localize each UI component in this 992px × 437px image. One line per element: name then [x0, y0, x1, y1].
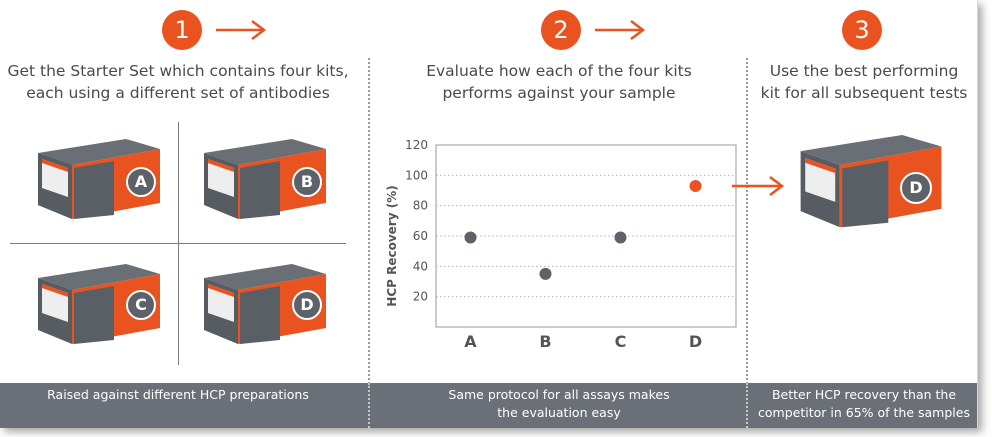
step-3-header: 3 [842, 10, 892, 50]
kit-label-d: D [292, 290, 322, 320]
infographic-frame: 1 Get the Starter Set which contains fou… [0, 0, 978, 428]
footer-separator [368, 383, 370, 428]
arrow-right-icon [216, 20, 267, 40]
recovery-chart: 20 40 60 80 100 120 HCP Recovery (%) A B C D [380, 135, 740, 360]
y-tick-label: 80 [413, 199, 428, 213]
data-point-c [614, 231, 627, 244]
x-tick-label-c: C [615, 332, 627, 351]
y-tick-label: 120 [405, 138, 428, 152]
step-3-badge: 3 [842, 10, 882, 50]
best-kit-label: D [900, 172, 932, 204]
plot-frame [435, 144, 737, 328]
step-1-footer: Raised against different HCP preparation… [47, 387, 309, 402]
kit-box-c: C [34, 260, 164, 346]
step-2-header: 2 [541, 10, 651, 50]
x-tick-label-d: D [689, 332, 702, 351]
x-tick-label-b: B [539, 332, 551, 351]
step-1-heading: Get the Starter Set which contains four … [7, 62, 349, 102]
step-2-badge: 2 [541, 10, 581, 50]
kit-box-a: A [34, 135, 164, 221]
step-1-header: 1 [162, 10, 272, 50]
x-tick-label-a: A [464, 332, 477, 351]
step-1-badge: 1 [162, 10, 202, 50]
data-point-d [689, 179, 702, 192]
kit-box-d: D [200, 260, 330, 346]
y-tick-label: 20 [413, 290, 428, 304]
step-2-footer: Same protocol for all assays makes the e… [448, 387, 670, 420]
arrow-right-icon [595, 20, 646, 40]
kit-box-image [204, 139, 326, 219]
data-point-b [539, 267, 552, 280]
footer-bar [0, 383, 977, 428]
quadrant-divider-vertical [178, 122, 179, 365]
kit-box-image [38, 139, 160, 219]
kit-label-b: B [292, 167, 322, 197]
y-tick-label: 40 [413, 259, 428, 273]
kit-box-image [800, 135, 942, 228]
best-kit-box: D [796, 130, 946, 230]
kit-label-a: A [126, 167, 156, 197]
recovery-chart-svg: 20 40 60 80 100 120 HCP Recovery (%) A B C D [385, 138, 737, 351]
data-point-a [464, 231, 477, 244]
step-3-heading: Use the best performing kit for all subs… [760, 62, 968, 102]
kit-box-b: B [200, 135, 330, 221]
arrow-right-icon [732, 176, 785, 196]
y-tick-label: 60 [413, 229, 428, 243]
column-separator [746, 58, 748, 428]
step-3-footer: Better HCP recovery than the competitor … [758, 387, 970, 420]
footer-separator [746, 383, 748, 428]
column-separator [368, 58, 370, 428]
y-axis-label: HCP Recovery (%) [385, 185, 399, 306]
kit-label-c: C [126, 290, 156, 320]
step-2-heading: Evaluate how each of the four kits perfo… [426, 62, 692, 102]
y-tick-label: 100 [405, 168, 428, 182]
